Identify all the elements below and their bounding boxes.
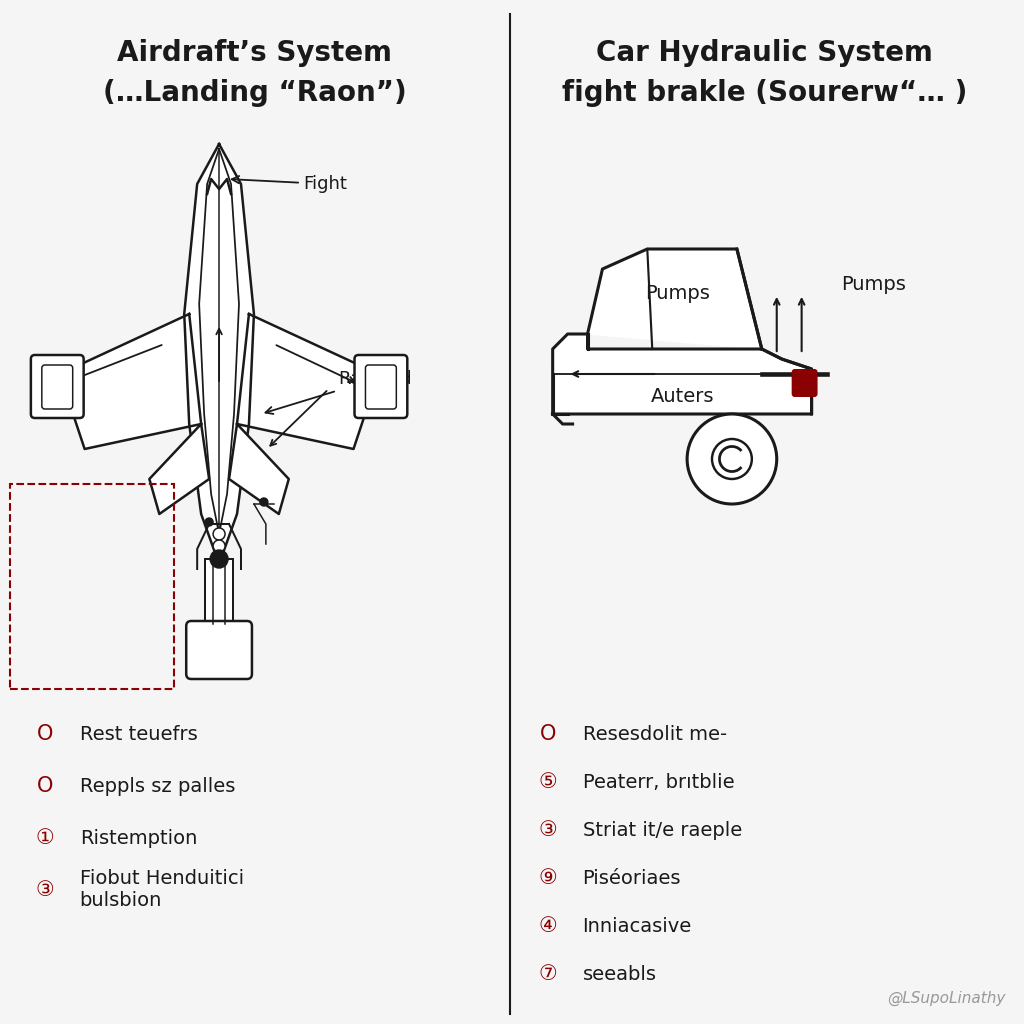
Circle shape bbox=[213, 540, 225, 552]
Circle shape bbox=[210, 550, 228, 568]
Text: Inniacasive: Inniacasive bbox=[583, 916, 692, 936]
Circle shape bbox=[213, 528, 225, 540]
Circle shape bbox=[213, 552, 225, 564]
Circle shape bbox=[260, 498, 268, 506]
Text: Rest teuefrs: Rest teuefrs bbox=[80, 725, 198, 743]
FancyBboxPatch shape bbox=[792, 369, 817, 397]
Text: Pumps: Pumps bbox=[645, 285, 710, 303]
Polygon shape bbox=[184, 144, 254, 564]
Text: Reppls sz palles: Reppls sz palles bbox=[80, 776, 236, 796]
Text: O: O bbox=[37, 724, 53, 744]
Text: Fiobut Henduitici
bulsbion: Fiobut Henduitici bulsbion bbox=[80, 869, 244, 910]
Text: Striat it/e raeple: Striat it/e raeple bbox=[583, 820, 741, 840]
Bar bbox=[10, 484, 174, 689]
Text: Pumps: Pumps bbox=[842, 274, 906, 294]
FancyBboxPatch shape bbox=[31, 355, 84, 418]
Text: ⑦: ⑦ bbox=[539, 964, 557, 984]
Text: (…Landing “Raon”): (…Landing “Raon”) bbox=[103, 79, 407, 106]
Text: Car Hydraulic System: Car Hydraulic System bbox=[596, 39, 933, 67]
Text: seeabls: seeabls bbox=[583, 965, 656, 983]
Polygon shape bbox=[229, 424, 289, 514]
Text: O: O bbox=[540, 724, 556, 744]
Text: ⑨: ⑨ bbox=[539, 868, 557, 888]
Polygon shape bbox=[553, 334, 812, 414]
Text: ③: ③ bbox=[36, 880, 54, 900]
Text: Rastepd: Rastepd bbox=[265, 370, 413, 414]
Text: ④: ④ bbox=[539, 916, 557, 936]
Text: @LSupoLinathy: @LSupoLinathy bbox=[888, 991, 1006, 1006]
Text: fight brakle (Sourerw“… ): fight brakle (Sourerw“… ) bbox=[562, 79, 968, 106]
Text: Piséoriaes: Piséoriaes bbox=[583, 868, 681, 888]
FancyBboxPatch shape bbox=[354, 355, 408, 418]
Text: Ristemption: Ristemption bbox=[80, 828, 197, 848]
Text: Peaterr, brıtblie: Peaterr, brıtblie bbox=[583, 772, 734, 792]
Polygon shape bbox=[150, 424, 209, 514]
Text: Fight: Fight bbox=[231, 175, 347, 193]
FancyBboxPatch shape bbox=[366, 365, 396, 409]
Text: ③: ③ bbox=[539, 820, 557, 840]
Bar bbox=[205, 559, 233, 629]
FancyBboxPatch shape bbox=[186, 621, 252, 679]
Circle shape bbox=[687, 414, 777, 504]
FancyBboxPatch shape bbox=[42, 365, 73, 409]
Polygon shape bbox=[59, 314, 201, 449]
Text: ⑤: ⑤ bbox=[539, 772, 557, 792]
Polygon shape bbox=[237, 314, 379, 449]
Text: Airdraft’s System: Airdraft’s System bbox=[118, 39, 392, 67]
Text: O: O bbox=[37, 776, 53, 796]
Text: Auters: Auters bbox=[650, 386, 714, 406]
Circle shape bbox=[712, 439, 752, 479]
Polygon shape bbox=[588, 249, 762, 349]
Text: Resesdolit me-: Resesdolit me- bbox=[583, 725, 727, 743]
Circle shape bbox=[205, 518, 213, 526]
Text: ①: ① bbox=[36, 828, 54, 848]
